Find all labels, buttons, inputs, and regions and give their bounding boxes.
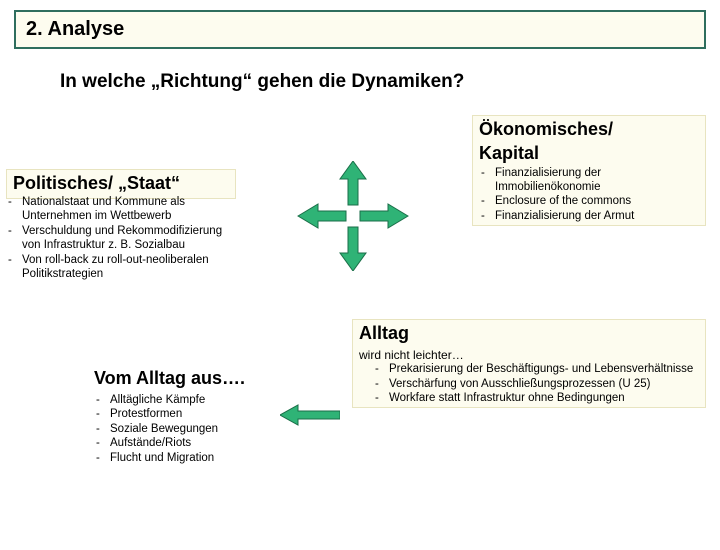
vom-alltag-list: Alltägliche Kämpfe Protestformen Soziale… bbox=[94, 393, 294, 465]
list-item: Aufstände/Riots bbox=[94, 436, 294, 450]
box-oekonomisches-list: Finanzialisierung der Immobilienökonomie… bbox=[479, 166, 699, 224]
list-item: Prekarisierung der Beschäftigungs- und L… bbox=[373, 362, 699, 376]
list-item: Enclosure of the commons bbox=[479, 194, 699, 208]
list-item: Workfare statt Infrastruktur ohne Beding… bbox=[373, 391, 699, 405]
politisches-list: Nationalstaat und Kommune als Unternehme… bbox=[6, 195, 236, 281]
list-item: Finanzialisierung der Immobilienökonomie bbox=[479, 166, 699, 195]
box-alltag-list: Prekarisierung der Beschäftigungs- und L… bbox=[359, 362, 699, 405]
section-header-title: 2. Analyse bbox=[26, 18, 124, 40]
box-oekonomisches-title1: Ökonomisches/ bbox=[479, 118, 699, 142]
box-alltag-sub: wird nicht leichter… bbox=[359, 346, 699, 362]
box-alltag: Alltag wird nicht leichter… Prekarisieru… bbox=[352, 319, 706, 408]
diagram-canvas: Ökonomisches/ Kapital Finanzialisierung … bbox=[0, 93, 720, 533]
box-politisches-title: Politisches/ „Staat“ bbox=[13, 172, 229, 196]
list-item: Alltägliche Kämpfe bbox=[94, 393, 294, 407]
arrow-left-icon bbox=[280, 403, 340, 427]
list-item: Soziale Bewegungen bbox=[94, 422, 294, 436]
list-item: Flucht und Migration bbox=[94, 451, 294, 465]
box-alltag-title: Alltag bbox=[359, 322, 699, 346]
list-item: Nationalstaat und Kommune als Unternehme… bbox=[6, 195, 236, 224]
list-item: Verschuldung und Rekommodifizierung von … bbox=[6, 224, 236, 253]
list-item: Protestformen bbox=[94, 407, 294, 421]
box-oekonomisches-title2: Kapital bbox=[479, 142, 699, 166]
box-oekonomisches: Ökonomisches/ Kapital Finanzialisierung … bbox=[472, 115, 706, 226]
list-item: Von roll-back zu roll-out-neoliberalen P… bbox=[6, 253, 236, 282]
list-item: Finanzialisierung der Armut bbox=[479, 209, 699, 223]
list-item: Verschärfung von Ausschließungsprozessen… bbox=[373, 377, 699, 391]
section-header: 2. Analyse bbox=[14, 10, 706, 49]
arrow-cluster-icon bbox=[288, 161, 418, 271]
question-text: In welche „Richtung“ gehen die Dynamiken… bbox=[60, 71, 720, 93]
vom-alltag-title: Vom Alltag aus…. bbox=[94, 368, 245, 389]
